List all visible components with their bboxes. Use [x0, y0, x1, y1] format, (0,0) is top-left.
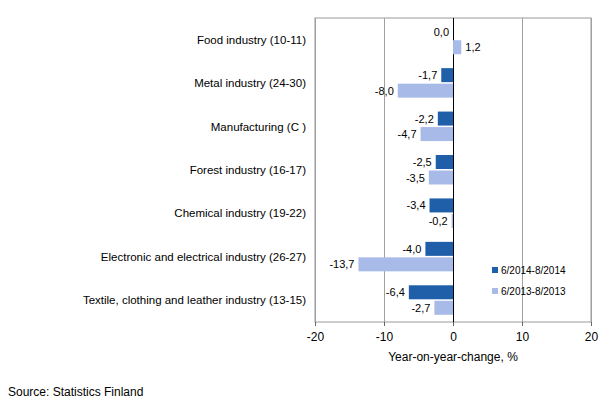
data-label: 1,2	[465, 41, 480, 53]
data-label: -3,4	[407, 199, 426, 211]
tick-label: 10	[516, 330, 530, 344]
category-label: Metal industry (24-30)	[194, 77, 306, 89]
legend-label: 6/2013-8/2013	[501, 286, 566, 297]
chart: -20 -10 0 10 20 Food industry (10-11) 0,0 1,2 Me…	[0, 0, 609, 418]
bar	[438, 112, 453, 126]
tick-mark	[522, 322, 523, 326]
data-label: -3,5	[406, 172, 425, 184]
tick-label: 20	[585, 330, 599, 344]
data-label: -2,7	[411, 302, 430, 314]
bar	[452, 214, 453, 228]
bar	[398, 84, 453, 98]
data-label: -2,5	[413, 156, 432, 168]
bar	[429, 171, 453, 185]
data-label: -6,4	[386, 286, 405, 298]
grid-line	[522, 18, 523, 322]
data-label: -8,0	[375, 85, 394, 97]
category-label: Forest industry (16-17)	[190, 164, 306, 176]
legend: 6/2014-8/2014 6/2013-8/2013	[492, 265, 566, 297]
grid-line	[591, 18, 592, 322]
tick-label: 0	[450, 330, 457, 344]
data-label: 0,0	[434, 26, 449, 38]
legend-swatch	[492, 267, 498, 273]
tick-label: -10	[376, 330, 394, 344]
category-label: Electronic and electrical industry (26-2…	[101, 251, 306, 263]
bar	[358, 257, 453, 271]
bar	[453, 40, 461, 54]
bar	[430, 198, 453, 212]
bar	[453, 25, 454, 39]
category-label: Food industry (10-11)	[197, 34, 306, 46]
source-note: Source: Statistics Finland	[8, 385, 143, 399]
legend-label: 6/2014-8/2014	[501, 265, 566, 276]
data-label: -4,7	[398, 128, 417, 140]
tick-mark	[315, 322, 316, 326]
bar	[425, 242, 453, 256]
category-label: Manufacturing (C )	[211, 121, 306, 133]
bar	[434, 301, 453, 315]
category-label: Textile, clothing and leather industry (…	[83, 294, 306, 306]
data-label: -1,7	[418, 69, 437, 81]
tick-label: -20	[307, 330, 325, 344]
data-label: -4,0	[402, 243, 421, 255]
bar	[409, 285, 453, 299]
labels: Food industry (10-11) 0,0 1,2 Metal industr…	[83, 26, 481, 314]
category-label: Chemical industry (19-22)	[174, 207, 306, 219]
plot-frame	[315, 18, 591, 322]
bar	[436, 155, 453, 169]
bars	[358, 40, 461, 315]
axis-title: Year-on-year-change, %	[388, 350, 518, 364]
grid-line	[315, 18, 316, 322]
data-label: -13,7	[329, 258, 354, 270]
tick-mark	[591, 322, 592, 326]
data-label: -2,2	[415, 113, 434, 125]
legend-swatch	[492, 288, 498, 294]
bar	[441, 68, 453, 82]
bar	[421, 127, 453, 141]
grid-line	[453, 18, 454, 322]
data-label: -0,2	[429, 215, 448, 227]
tick-mark	[384, 322, 385, 326]
grid-line	[384, 18, 385, 322]
tick-mark	[453, 322, 454, 326]
